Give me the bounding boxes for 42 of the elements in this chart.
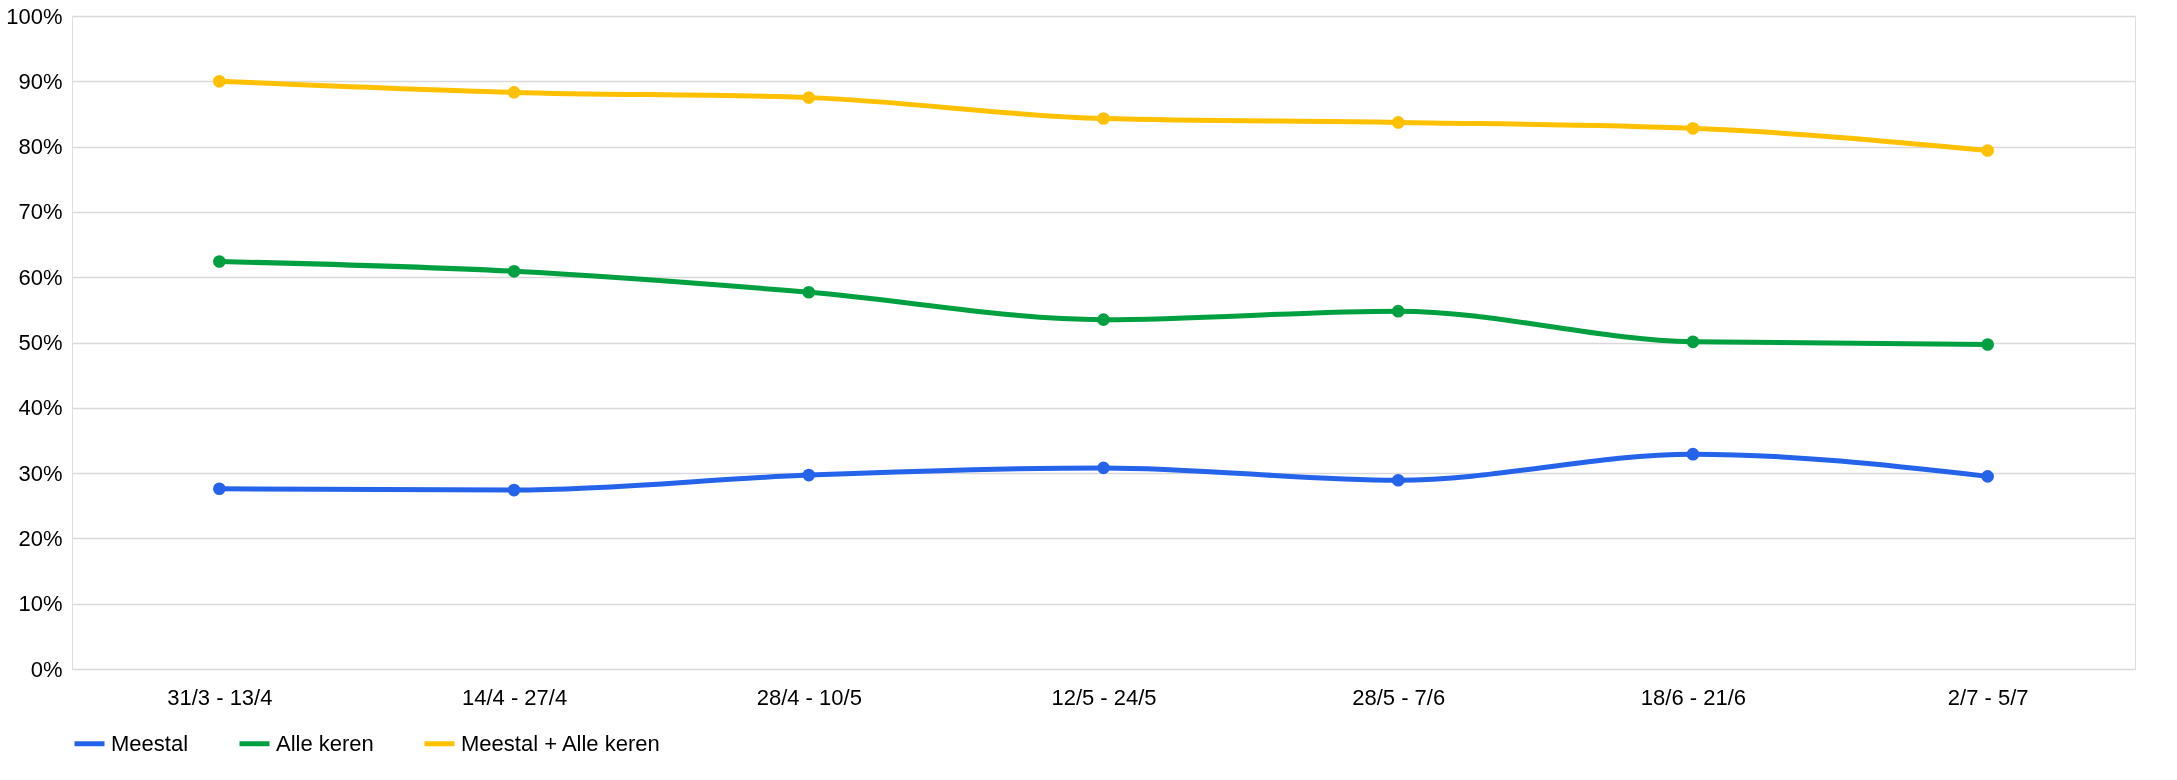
y-tick-label: 10% [18, 591, 63, 617]
point [507, 483, 521, 497]
point [802, 468, 816, 482]
point [1981, 144, 1994, 157]
point [1391, 116, 1405, 129]
y-tick-label: 100% [6, 3, 63, 29]
y-tick-label: 60% [18, 264, 63, 290]
point [1981, 470, 1994, 483]
x-tick-label: 28/5 - 7/6 [1352, 684, 1446, 710]
point [507, 86, 521, 99]
point [1097, 112, 1110, 125]
point [1686, 447, 1700, 461]
point [1686, 335, 1700, 349]
point [802, 285, 816, 299]
point [213, 74, 226, 88]
point [1391, 473, 1405, 487]
legend-label: Alle keren [276, 730, 374, 756]
legend-label: Meestal + Alle keren [461, 730, 660, 756]
point [1097, 313, 1110, 326]
y-tick-label: 70% [18, 199, 63, 225]
y-tick-label: 80% [18, 134, 63, 160]
y-tick-label: 90% [18, 68, 63, 94]
point [802, 91, 816, 104]
point [1686, 122, 1700, 135]
point [1981, 338, 1994, 351]
point [507, 265, 521, 278]
y-tick-label: 0% [30, 656, 63, 682]
x-tick-label: 14/4 - 27/4 [461, 684, 568, 710]
x-tick-label: 28/4 - 10/5 [756, 684, 862, 710]
x-tick-label: 31/3 - 13/4 [167, 684, 273, 710]
point [213, 482, 226, 496]
x-tick-label: 18/6 - 21/6 [1640, 684, 1747, 710]
y-tick-label: 20% [18, 525, 63, 551]
x-tick-label: 2/7 - 5/7 [1947, 684, 2029, 710]
legend-label: Meestal [111, 730, 189, 756]
y-tick-label: 40% [18, 395, 63, 421]
y-tick-label: 30% [18, 460, 63, 486]
y-tick-label: 50% [18, 330, 63, 355]
point [1391, 304, 1405, 318]
x-tick-label: 12/5 - 24/5 [1051, 684, 1157, 710]
point [1097, 461, 1110, 475]
point [213, 255, 226, 268]
